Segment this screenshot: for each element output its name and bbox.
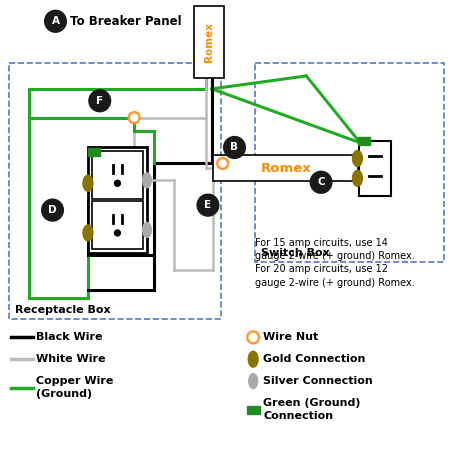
Text: Gold Connection: Gold Connection bbox=[263, 354, 365, 364]
Circle shape bbox=[114, 180, 120, 186]
Circle shape bbox=[224, 136, 245, 158]
Text: Romex: Romex bbox=[260, 162, 311, 175]
Text: To Breaker Panel: To Breaker Panel bbox=[70, 15, 182, 28]
Circle shape bbox=[129, 112, 140, 123]
Text: Silver Connection: Silver Connection bbox=[263, 376, 373, 386]
Circle shape bbox=[89, 90, 110, 112]
Ellipse shape bbox=[142, 173, 152, 188]
Text: Wire Nut: Wire Nut bbox=[263, 332, 318, 342]
Bar bbox=[194, 6, 224, 78]
Text: C: C bbox=[317, 177, 325, 187]
Text: Connection: Connection bbox=[263, 411, 333, 421]
Text: Black Wire: Black Wire bbox=[36, 332, 102, 342]
Text: White Wire: White Wire bbox=[36, 354, 105, 364]
Circle shape bbox=[310, 172, 332, 193]
Ellipse shape bbox=[353, 151, 362, 167]
Ellipse shape bbox=[142, 222, 152, 238]
Bar bbox=[92, 152, 143, 199]
Text: For 15 amp circuits, use 14
gauge 2-wire (+ ground) Romex.
For 20 amp circuits, : For 15 amp circuits, use 14 gauge 2-wire… bbox=[255, 238, 415, 288]
Text: Green (Ground): Green (Ground) bbox=[263, 398, 360, 408]
Ellipse shape bbox=[353, 170, 362, 186]
Circle shape bbox=[197, 194, 219, 216]
Bar bbox=[247, 406, 260, 414]
Text: A: A bbox=[51, 16, 60, 26]
Ellipse shape bbox=[83, 175, 93, 191]
Circle shape bbox=[217, 158, 228, 169]
Text: (Ground): (Ground) bbox=[36, 389, 92, 399]
Ellipse shape bbox=[248, 351, 258, 367]
Circle shape bbox=[114, 230, 120, 236]
Text: Receptacle Box: Receptacle Box bbox=[15, 305, 111, 315]
Text: D: D bbox=[48, 205, 57, 215]
Bar bbox=[360, 141, 391, 196]
Circle shape bbox=[45, 10, 66, 32]
Bar bbox=[92, 201, 143, 249]
Ellipse shape bbox=[83, 225, 93, 241]
Circle shape bbox=[247, 331, 259, 343]
Bar bbox=[213, 156, 359, 181]
Text: Copper Wire: Copper Wire bbox=[36, 376, 113, 386]
Text: B: B bbox=[230, 142, 239, 152]
Bar bbox=[88, 147, 147, 253]
Text: E: E bbox=[204, 200, 212, 210]
Bar bbox=[88, 148, 100, 157]
Text: F: F bbox=[96, 96, 104, 106]
Ellipse shape bbox=[249, 374, 257, 389]
Circle shape bbox=[42, 199, 63, 221]
Text: Romex: Romex bbox=[204, 22, 214, 62]
Bar bbox=[359, 136, 370, 145]
Text: Switch Box: Switch Box bbox=[261, 248, 330, 258]
